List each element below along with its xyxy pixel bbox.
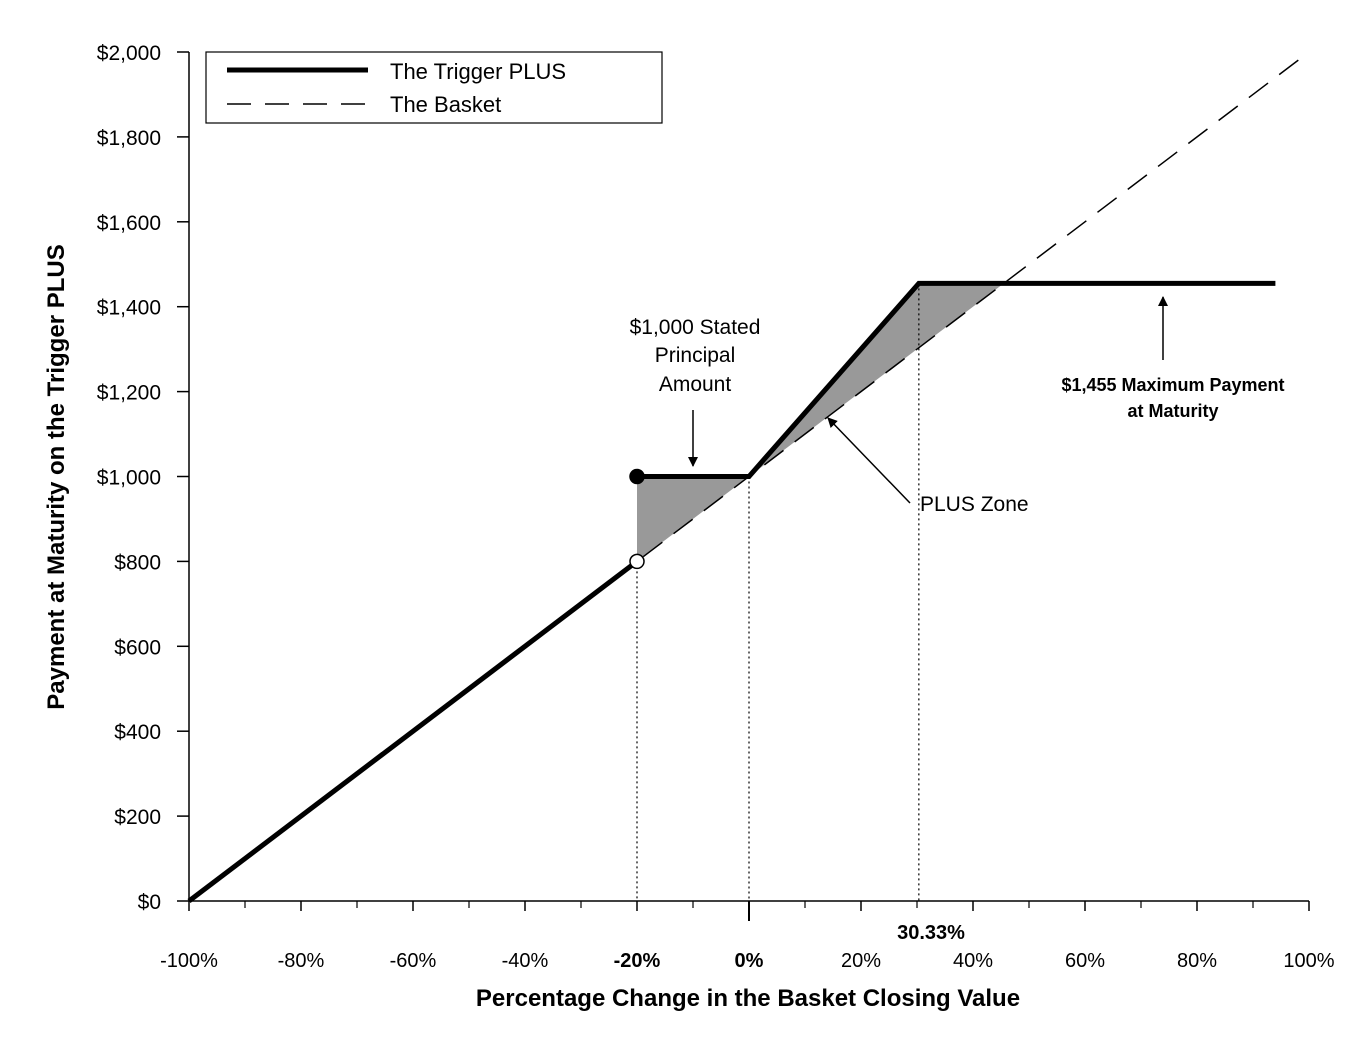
y-tick-label: $800 xyxy=(114,551,161,574)
plus-zone-label: PLUS Zone xyxy=(920,493,1029,516)
principal-annotation: $1,000 Stated Principal Amount xyxy=(630,316,761,467)
y-tick-label: $1,600 xyxy=(97,212,161,235)
plus-zone-arrow xyxy=(827,417,911,504)
principal-annotation-line-2: Principal xyxy=(655,344,736,367)
y-tick-label: $0 xyxy=(138,891,161,914)
markers xyxy=(629,468,645,570)
principal-annotation-line-1: $1,000 Stated xyxy=(630,316,761,339)
x-tick-label: -60% xyxy=(390,950,437,972)
y-tick-label: $2,000 xyxy=(97,42,161,65)
max-payment-label-line-1: $1,455 Maximum Payment xyxy=(1061,375,1284,395)
y-tick-label: $1,400 xyxy=(97,297,161,320)
y-tick-label: $400 xyxy=(114,721,161,744)
legend-label-basket: The Basket xyxy=(390,92,501,117)
series-trigger-plus-line xyxy=(187,559,639,903)
x-tick-label: 100% xyxy=(1283,950,1334,972)
x-tick-label: 20% xyxy=(841,950,881,972)
marker-open xyxy=(629,553,645,570)
legend-label-trigger-plus: The Trigger PLUS xyxy=(390,59,566,84)
y-tick-label: $200 xyxy=(114,806,161,829)
plus-zone-annotation: PLUS Zone xyxy=(827,417,1029,516)
y-tick-label: $1,800 xyxy=(97,127,161,150)
series-lines xyxy=(187,51,1310,903)
y-tick-label: $600 xyxy=(114,636,161,659)
y-axis-title: Payment at Maturity on the Trigger PLUS xyxy=(43,244,70,709)
x-tick-label: -40% xyxy=(502,950,549,972)
reference-lines xyxy=(636,283,920,901)
axes: $0 $200 $400 $600 $800 $1,000 $1,200 $1,400 $1,6… xyxy=(97,42,1335,972)
legend: The Trigger PLUS The Basket xyxy=(205,51,663,124)
x-axis-title: Percentage Change in the Basket Closing … xyxy=(476,985,1020,1012)
x-tick-label: 60% xyxy=(1065,950,1105,972)
series-trigger-plus-line xyxy=(637,280,1276,479)
max-payment-label-line-2: at Maturity xyxy=(1127,401,1218,421)
special-x-label: 30.33% xyxy=(897,922,965,944)
plus-zone-region xyxy=(749,283,1004,477)
legend-box xyxy=(205,51,663,124)
y-tick-label: $1,000 xyxy=(97,467,161,490)
x-tick-label: 40% xyxy=(953,950,993,972)
x-tick-label: -80% xyxy=(278,950,325,972)
x-tick-label: -100% xyxy=(160,950,218,972)
x-tick-label: 80% xyxy=(1177,950,1217,972)
x-tick-label: 0% xyxy=(735,950,764,972)
y-tick-label: $1,200 xyxy=(97,382,161,405)
max-payment-annotation: $1,455 Maximum Payment at Maturity xyxy=(1061,296,1285,421)
principal-annotation-line-3: Amount xyxy=(659,373,732,396)
x-tick-label: -20% xyxy=(614,950,661,972)
marker-filled xyxy=(629,468,645,485)
